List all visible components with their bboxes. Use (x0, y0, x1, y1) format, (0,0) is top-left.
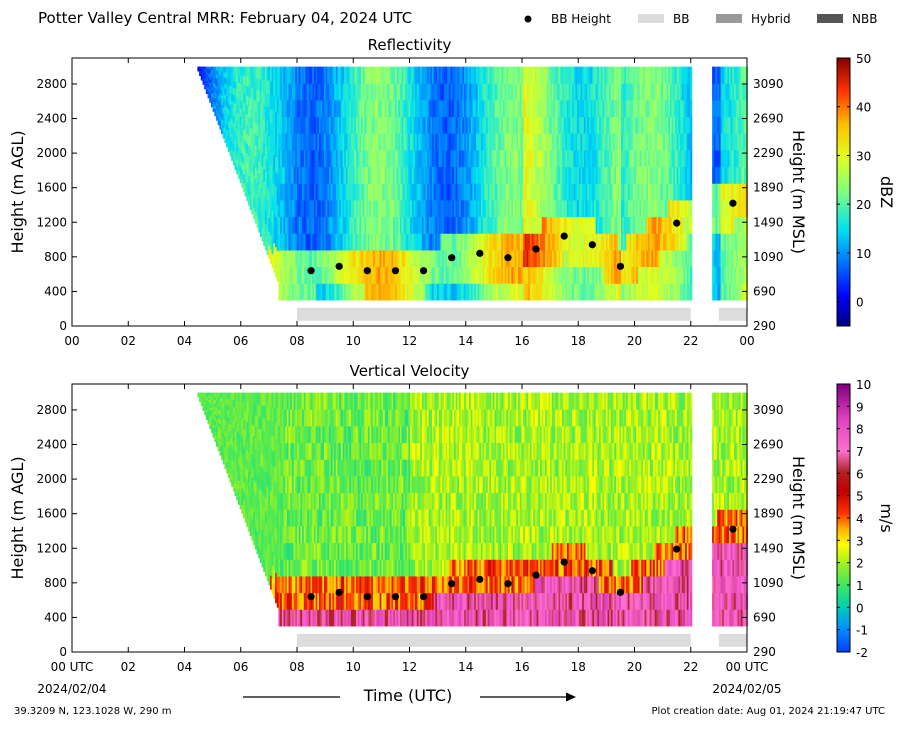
y-tick-label-3: 1200 (36, 215, 67, 229)
y-tick-label-2: 800 (44, 250, 67, 264)
bb-height-point-13 (729, 200, 736, 207)
data-cell (690, 100, 692, 117)
header-legend: BB Height BB Hybrid NBB (525, 12, 878, 26)
colorbar (837, 58, 850, 326)
bb-height-point-1 (336, 263, 343, 270)
x-tick-label-4: 08 (289, 334, 304, 348)
data-cell (690, 117, 692, 134)
data-cell (690, 167, 692, 184)
data-field (197, 67, 748, 301)
legend-swatch-2 (716, 14, 742, 23)
y-right-tick-label-0: 290 (753, 319, 776, 333)
x-tick-label-9: 18 (571, 334, 586, 348)
x-tick-label-11: 22 (683, 334, 698, 348)
x-tick-label-6: 12 (402, 334, 417, 348)
data-cell (690, 150, 692, 167)
x-tick-label-8: 16 (514, 334, 529, 348)
colorbar-tick-label-0: 0 (856, 296, 864, 310)
data-cell (690, 67, 692, 84)
colorbar-tick-label-1: 10 (856, 247, 871, 261)
data-cell (690, 83, 692, 100)
bb-height-point-10 (589, 241, 596, 248)
y-right-tick-label-3: 1490 (753, 215, 784, 229)
y-right-tick-label-2: 1090 (753, 250, 784, 264)
bb-height-point-5 (448, 254, 455, 261)
legend-label-3: NBB (852, 12, 877, 26)
y-right-tick-label-7: 3090 (753, 77, 784, 91)
legend-swatch-0 (525, 16, 532, 23)
bb-type-bar-1 (719, 308, 747, 321)
x-tick-label-10: 20 (627, 334, 642, 348)
y-axis-label: Height (m AGL) (8, 130, 27, 253)
data-cell (690, 183, 692, 200)
x-tick-label-5: 10 (346, 334, 361, 348)
bb-height-point-12 (673, 220, 680, 227)
legend-swatch-3 (817, 14, 843, 23)
colorbar-label: dBZ (877, 176, 896, 208)
x-tick-label-2: 04 (177, 334, 192, 348)
bb-height-point-0 (307, 267, 314, 274)
legend-label-1: BB (673, 12, 689, 26)
bb-height-point-6 (476, 250, 483, 257)
y-axis-label-right: Height (m MSL) (789, 130, 808, 254)
x-tick-label-1: 02 (121, 334, 136, 348)
y-tick-label-5: 2000 (36, 146, 67, 160)
panel-title: Reflectivity (368, 36, 452, 54)
colorbar-tick-label-3: 30 (856, 149, 871, 163)
data-cell (690, 250, 692, 267)
y-tick-label-0: 0 (59, 319, 67, 333)
data-cell (690, 200, 692, 217)
data-cell (690, 267, 692, 284)
y-tick-label-6: 2400 (36, 112, 67, 126)
bb-height-point-11 (617, 263, 624, 270)
x-tick-label-7: 14 (458, 334, 473, 348)
data-cell (690, 233, 692, 250)
x-tick-label-3: 06 (233, 334, 248, 348)
y-tick-label-4: 1600 (36, 181, 67, 195)
panel-title: Vertical Velocity (350, 362, 470, 380)
figure-title: Potter Valley Central MRR: February 04, … (38, 9, 412, 27)
bb-height-point-2 (364, 267, 371, 274)
colorbar-tick-label-2: 20 (856, 198, 871, 212)
data-cell (690, 217, 692, 234)
bb-height-point-3 (392, 267, 399, 274)
legend-label-0: BB Height (551, 12, 611, 26)
y-right-tick-label-4: 1890 (753, 181, 784, 195)
x-tick-label-0: 00 (64, 334, 79, 348)
data-cell (690, 133, 692, 150)
x-tick-label-12: 00 (739, 334, 754, 348)
data-field (197, 393, 748, 627)
y-right-tick-label-6: 2690 (753, 112, 784, 126)
y-right-tick-label-1: 690 (753, 284, 776, 298)
colorbar-tick-label-5: 50 (856, 52, 871, 66)
bb-type-bar-0 (297, 308, 691, 321)
bb-height-point-4 (420, 267, 427, 274)
y-tick-label-7: 2800 (36, 77, 67, 91)
bb-height-point-8 (532, 245, 539, 252)
y-right-tick-label-5: 2290 (753, 146, 784, 160)
legend-label-2: Hybrid (751, 12, 791, 26)
legend-swatch-1 (638, 14, 664, 23)
colorbar-tick-label-4: 40 (856, 101, 871, 115)
y-tick-label-1: 400 (44, 284, 67, 298)
data-cell (690, 283, 692, 300)
bb-height-point-9 (561, 232, 568, 239)
bb-height-point-7 (504, 254, 511, 261)
